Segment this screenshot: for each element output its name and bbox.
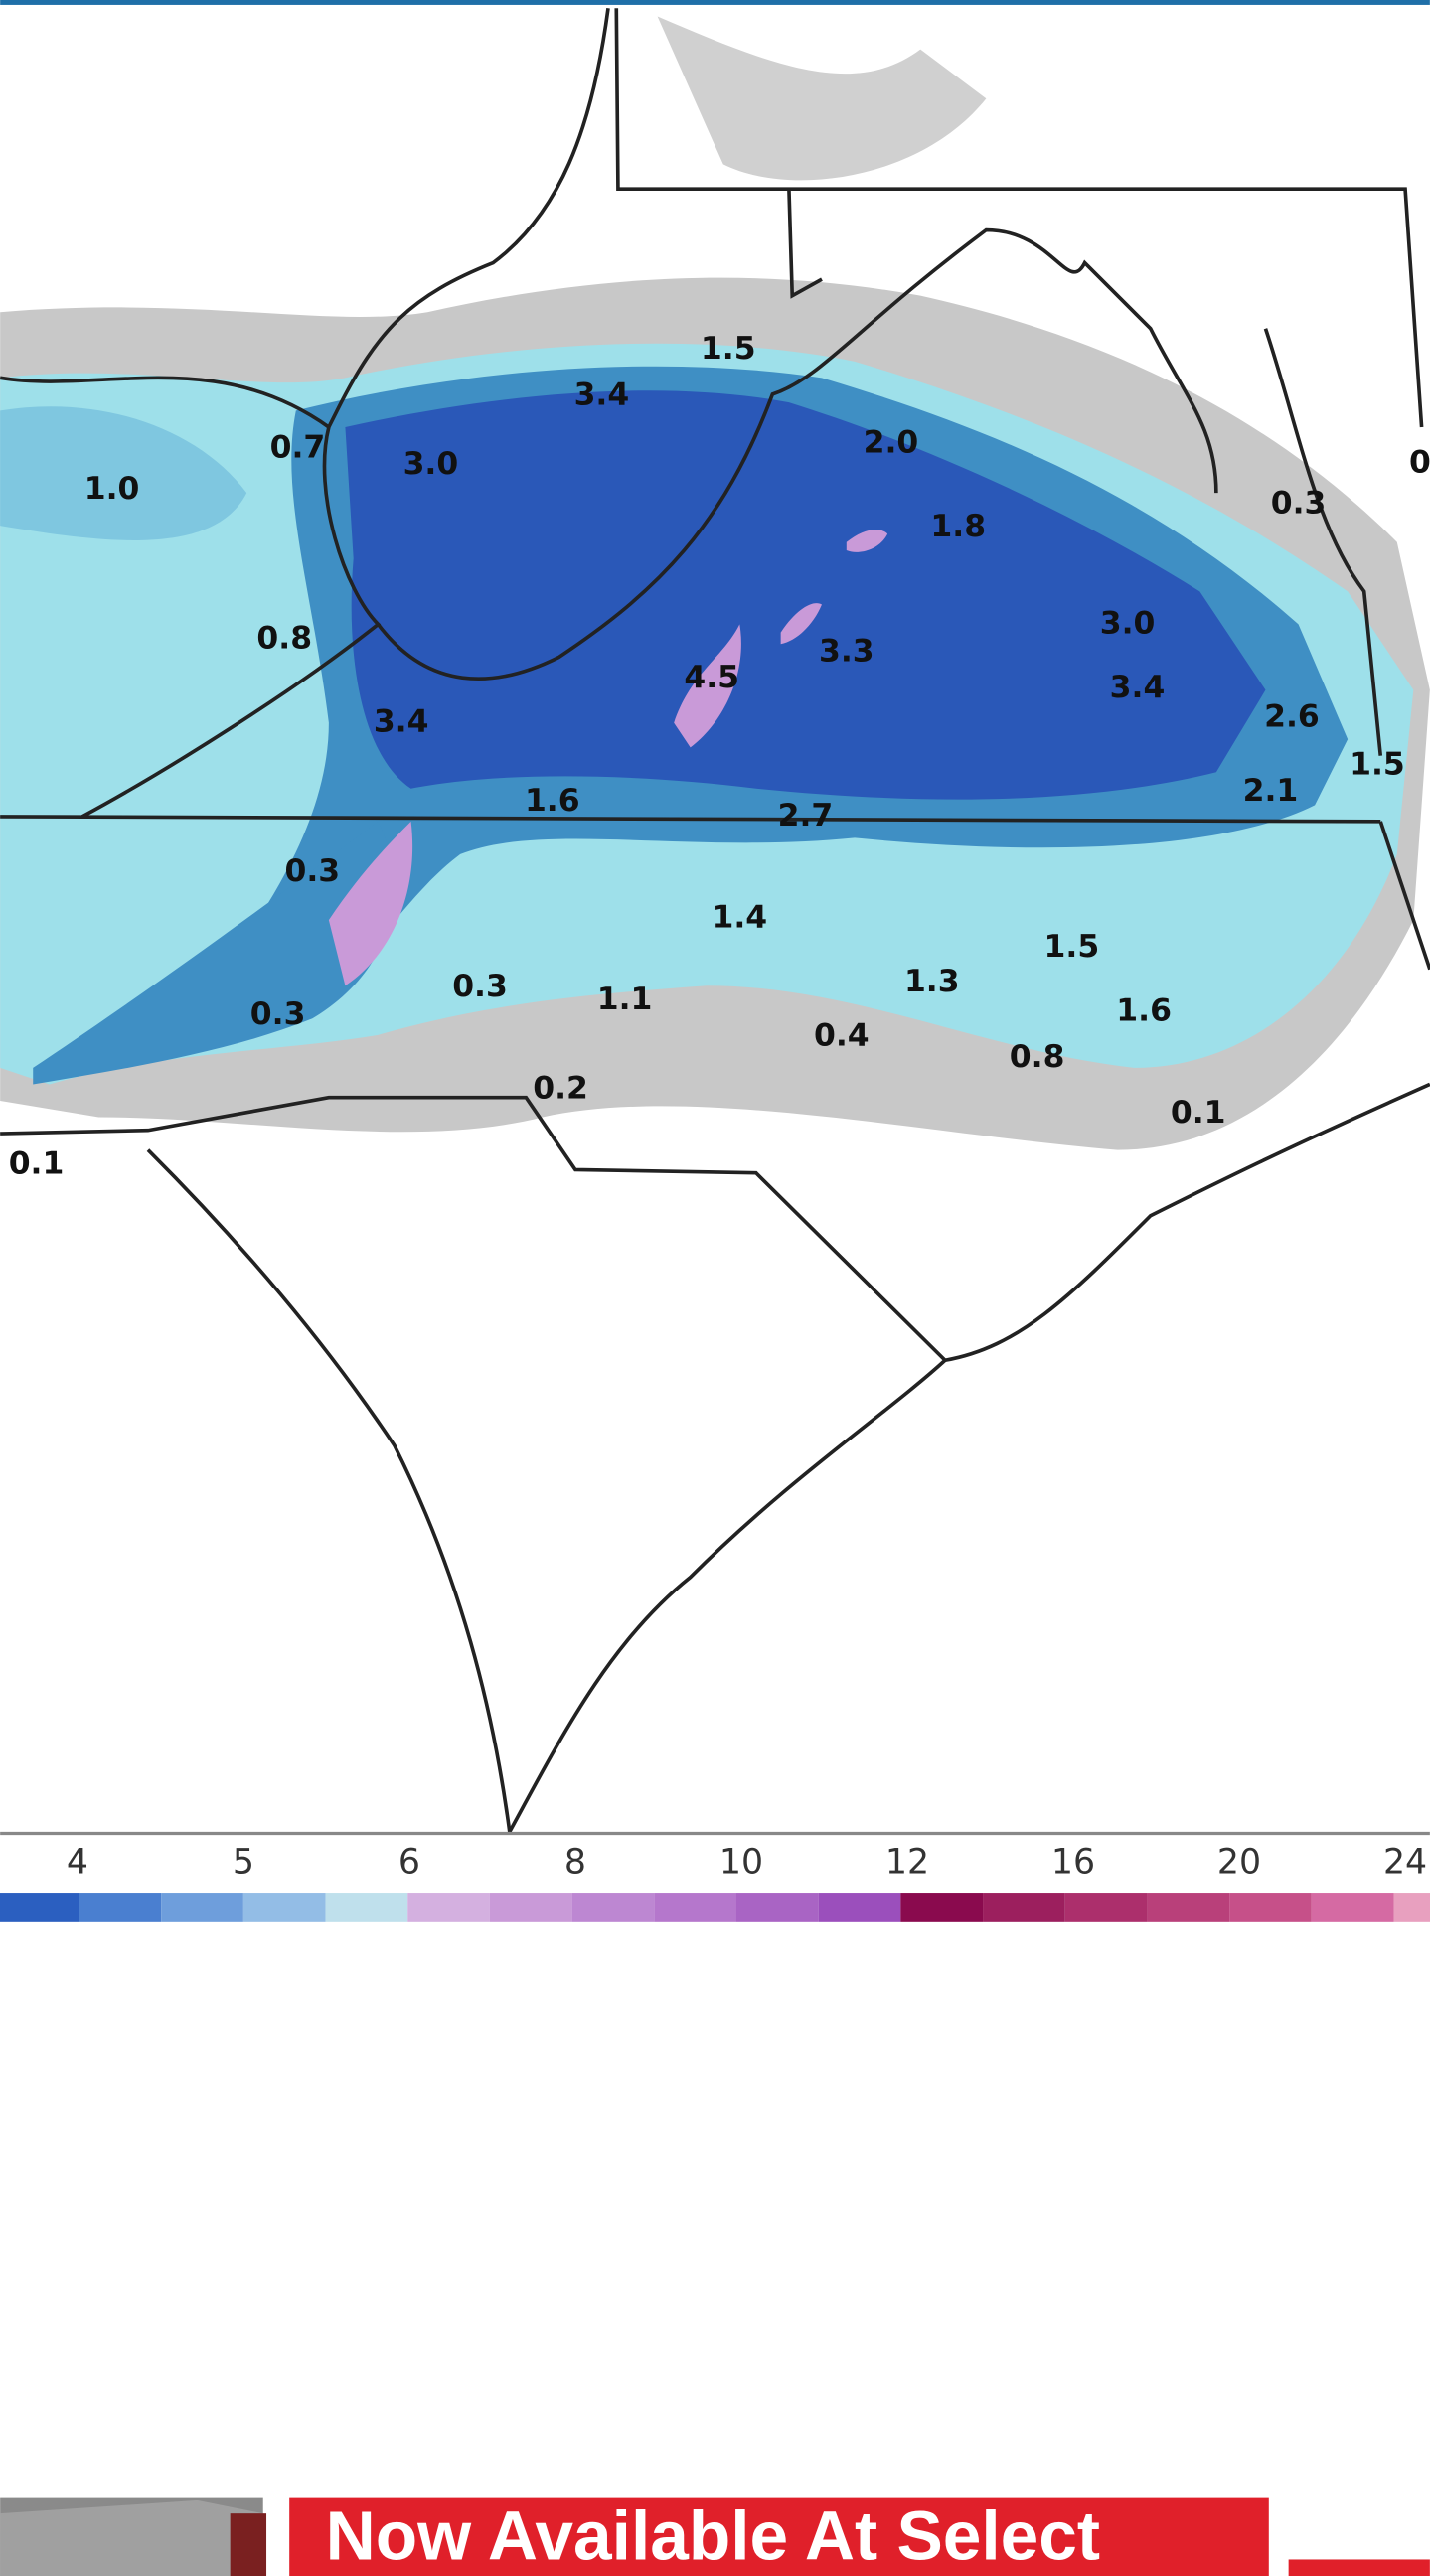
colorbar-swatch	[242, 1893, 326, 1922]
colorbar-tick-label: 24	[1383, 1842, 1427, 1882]
ad-banner[interactable]: Now Available At Select	[0, 2498, 1430, 2576]
snow-mid	[33, 821, 395, 1085]
colorbar-tick-label: 5	[233, 1842, 254, 1882]
colorbar-tick-label: 6	[398, 1842, 420, 1882]
colorbar-tick-label: 8	[564, 1842, 586, 1882]
snow-amount: 0.4	[814, 1017, 870, 1053]
snow-amount: 4.5	[684, 660, 739, 695]
snow-amount: 0	[1409, 444, 1430, 480]
snow-pink	[328, 821, 413, 986]
border-wv	[0, 8, 610, 430]
colorbar-swatch	[489, 1893, 572, 1922]
snow-amount: 0.7	[270, 429, 326, 465]
snow-amount: 1.5	[1350, 747, 1405, 783]
colorbar-swatch	[1064, 1893, 1148, 1922]
snow-amount: 0.3	[250, 996, 306, 1032]
snow-amount: 1.8	[930, 509, 986, 544]
colorbar-swatch	[900, 1893, 984, 1922]
snow-amount: 3.0	[1100, 605, 1156, 641]
snow-pink	[780, 529, 888, 645]
colorbar-tick-label: 20	[1217, 1842, 1261, 1882]
snow-pink	[674, 624, 741, 748]
colorbar-tick-label: 12	[885, 1842, 929, 1882]
colorbar-tick-label: 10	[719, 1842, 763, 1882]
snow-amount: 0.3	[452, 969, 508, 1004]
colorbar-swatch	[161, 1893, 243, 1922]
ad-image-roof	[0, 2500, 263, 2576]
snow-amount: 1.1	[597, 982, 653, 1017]
ad-panel[interactable]	[289, 2497, 1269, 2576]
state-borders	[0, 8, 1430, 1833]
snow-amount: 1.6	[525, 783, 580, 819]
colorbar: 4 5 6 8 10 12 16 20 24	[0, 1842, 1430, 1922]
snow-amount: 0.8	[256, 620, 312, 656]
snow-amount: 1.4	[712, 899, 767, 935]
colorbar-swatch	[1229, 1893, 1312, 1922]
colorbar-swatch	[325, 1893, 408, 1922]
colorbar-swatch	[1393, 1893, 1430, 1922]
coast-va	[1378, 821, 1430, 971]
amount-labels: 1.5 3.4 0.7 3.0 1.0 2.0 1.8 0.3 0 0.8 3.0 3.3 4.5 3.4…	[9, 331, 1430, 1181]
snow-amount: 3.4	[574, 378, 630, 413]
border-md	[614, 8, 1424, 428]
chesapeake	[1263, 328, 1383, 756]
map: 1.5 3.4 0.7 3.0 1.0 2.0 1.8 0.3 0 0.8 3.0 3.3 4.5 3.4…	[0, 4, 1430, 1836]
colorbar-swatch	[79, 1893, 162, 1922]
ad-text: Now Available At Select	[326, 2498, 1100, 2575]
coast-nc	[944, 1082, 1430, 1363]
snow-amount: 3.4	[374, 704, 429, 740]
border-va-nc	[0, 815, 1381, 824]
snow-amount: 1.3	[904, 964, 960, 999]
colorbar-swatch	[735, 1893, 819, 1922]
border-nc-sc	[0, 1095, 947, 1362]
snow-amount: 1.5	[701, 331, 756, 367]
snow-amount: 0.3	[285, 853, 341, 889]
coast-sc	[508, 1358, 947, 1833]
border-md-wv	[787, 189, 823, 299]
snow-amount: 0.8	[1010, 1039, 1065, 1075]
snow-trace	[657, 16, 987, 181]
snow-amount: 3.4	[1110, 670, 1166, 705]
snow-amount: 2.7	[778, 798, 834, 833]
colorbar-swatch	[407, 1893, 490, 1922]
snow-amount: 1.6	[1116, 993, 1172, 1029]
snow-amount: 3.3	[819, 634, 874, 670]
colorbar-swatch	[818, 1893, 901, 1922]
colorbar-swatch	[983, 1893, 1065, 1922]
colorbar-swatch	[1147, 1893, 1230, 1922]
border-sc-ga	[146, 1148, 512, 1833]
top-bar	[0, 0, 1430, 5]
snow-amount: 3.0	[403, 446, 459, 482]
snow-amount: 0.1	[1171, 1095, 1226, 1131]
snow-amount: 2.0	[864, 424, 919, 460]
border-va-wv	[377, 227, 1218, 681]
colorbar-tick-label: 16	[1051, 1842, 1095, 1882]
border-ky	[80, 426, 382, 819]
colorbar-swatch	[0, 1893, 79, 1922]
snow-light	[0, 406, 247, 540]
snow-amount: 1.0	[84, 471, 140, 507]
snow-heavy	[345, 390, 1266, 800]
snow-amount: 0.3	[1271, 486, 1327, 522]
snow-amount: 0.1	[9, 1145, 65, 1181]
colorbar-swatch	[571, 1893, 655, 1922]
colorbar-swatch	[1311, 1893, 1394, 1922]
colorbar-tick-label: 4	[67, 1842, 88, 1882]
snow-amount: 1.5	[1044, 929, 1100, 965]
snow-amount: 2.1	[1243, 773, 1299, 809]
snow-amount: 0.2	[533, 1070, 588, 1106]
ad-image-barn	[230, 2513, 267, 2576]
snow-amount: 2.6	[1264, 699, 1320, 735]
ad-button[interactable]	[1288, 2559, 1430, 2576]
colorbar-swatch	[654, 1893, 736, 1922]
